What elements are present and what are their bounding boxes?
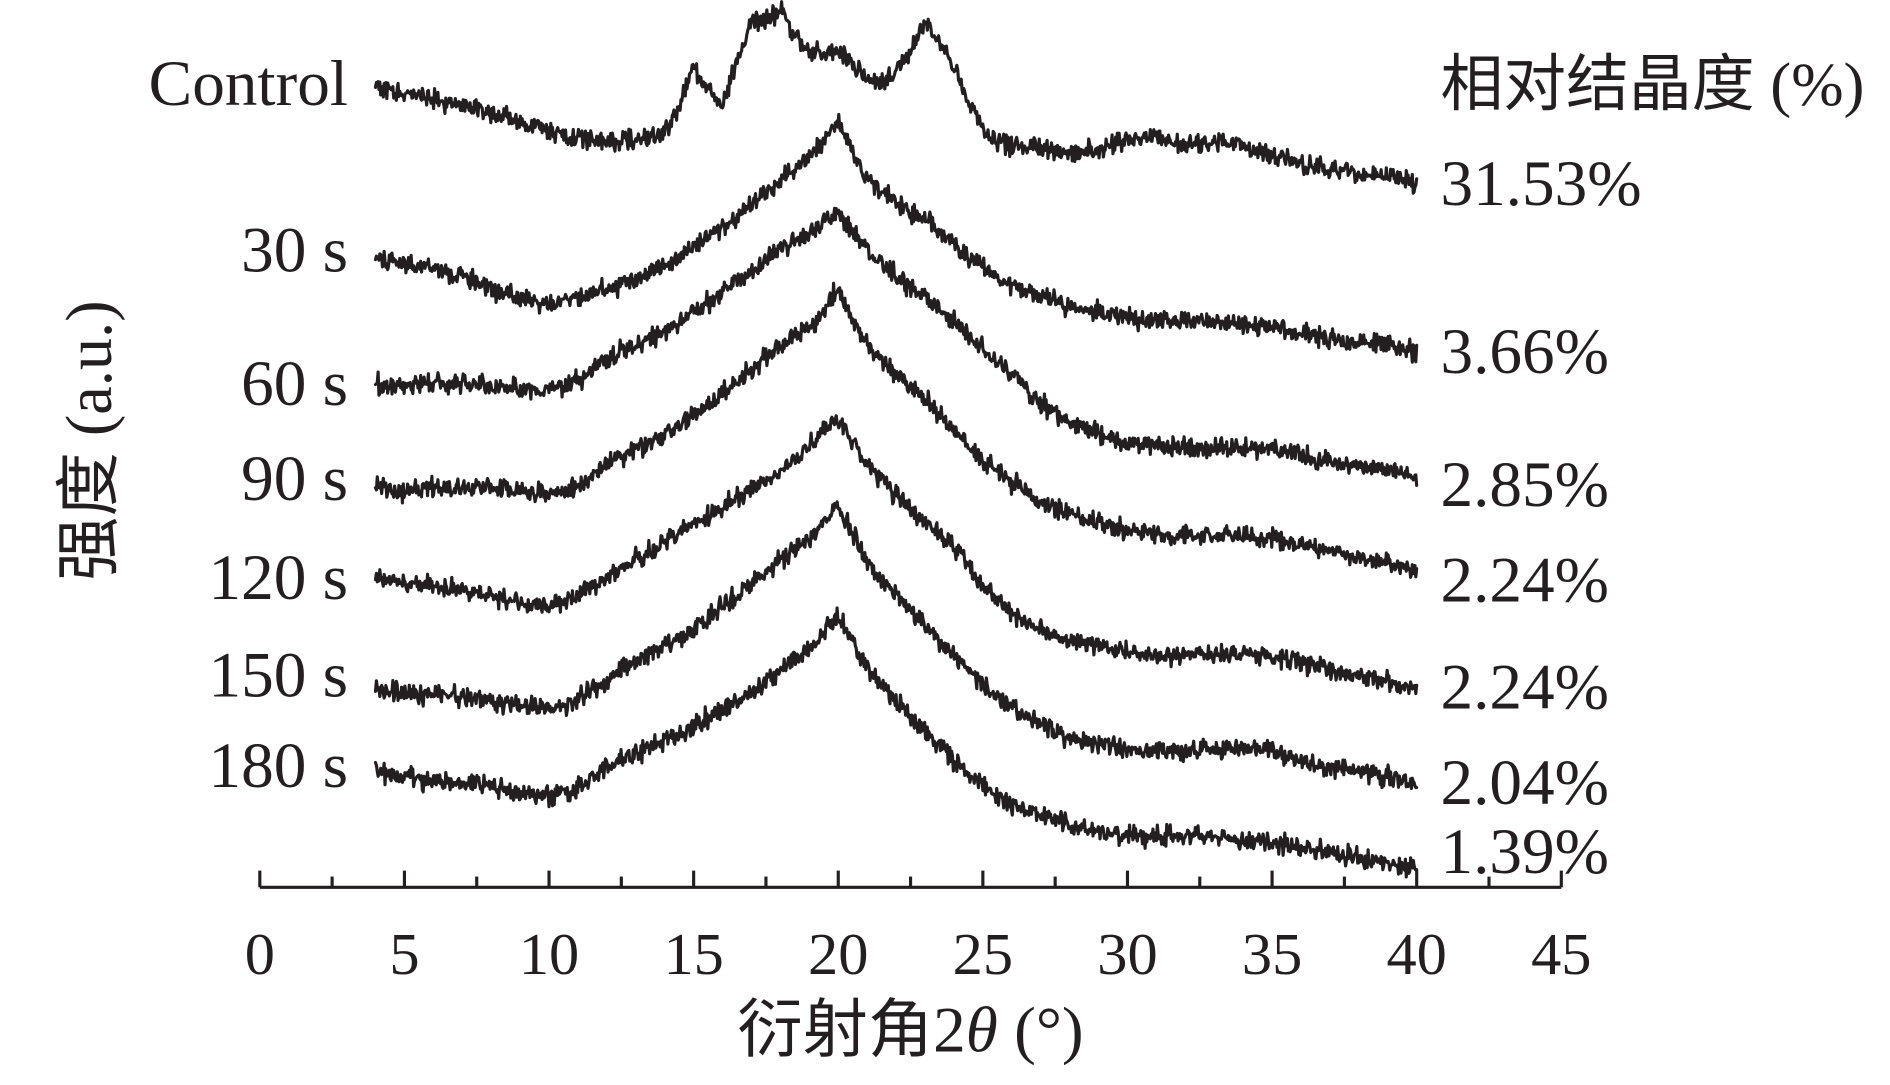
y-axis-label: 强度 (a.u.) — [54, 301, 127, 581]
x-tick-label: 35 — [1242, 922, 1302, 988]
series-line-60s — [373, 206, 1419, 487]
x-tick-label: 25 — [953, 922, 1013, 988]
series-label-180s: 180 s — [208, 731, 348, 802]
series-labels: Control 30 s 60 s 90 s 120 s 150 s 180 s — [149, 48, 348, 802]
x-tick-label: 15 — [663, 922, 723, 988]
series-line-120s — [373, 414, 1419, 696]
series-label-120s: 120 s — [208, 542, 348, 613]
series-label-60s: 60 s — [241, 348, 348, 419]
x-tick-label: 20 — [808, 922, 868, 988]
series-label-150s: 150 s — [208, 640, 348, 711]
crystallinity-label-150s: 2.04% — [1440, 747, 1609, 818]
series-line-30s — [373, 112, 1419, 364]
crystallinity-label-60s: 2.85% — [1440, 450, 1609, 521]
series-line-control — [373, 0, 1419, 195]
crystallinity-header: 相对结晶度 (%) — [1440, 50, 1864, 118]
crystallinity-label-90s: 2.24% — [1440, 545, 1609, 616]
series-line-150s — [373, 500, 1419, 790]
series-lines — [373, 0, 1419, 879]
series-label-30s: 30 s — [241, 215, 348, 286]
x-axis: 0 5 10 15 20 25 30 35 40 45 衍射角2θ (°) — [245, 870, 1592, 1067]
series-label-control: Control — [149, 48, 348, 119]
series-line-180s — [373, 606, 1419, 879]
x-tick-label: 40 — [1386, 922, 1446, 988]
x-tick-label: 45 — [1531, 922, 1591, 988]
crystallinity-label-120s: 2.24% — [1440, 652, 1609, 723]
x-axis-label: 衍射角2θ (°) — [737, 995, 1083, 1066]
crystallinity-label-180s: 1.39% — [1440, 816, 1609, 887]
x-tick-label: 5 — [389, 922, 419, 988]
x-tick-label: 0 — [245, 922, 275, 988]
crystallinity-labels: 31.53% 3.66% 2.85% 2.24% 2.24% 2.04%1.39% — [1440, 148, 1641, 888]
crystallinity-label-30s: 3.66% — [1440, 316, 1609, 387]
x-tick-label: 30 — [1097, 922, 1157, 988]
x-tick-label: 10 — [519, 922, 579, 988]
crystallinity-label-control: 31.53% — [1440, 148, 1641, 219]
series-line-90s — [373, 281, 1419, 579]
series-label-90s: 90 s — [241, 444, 348, 515]
